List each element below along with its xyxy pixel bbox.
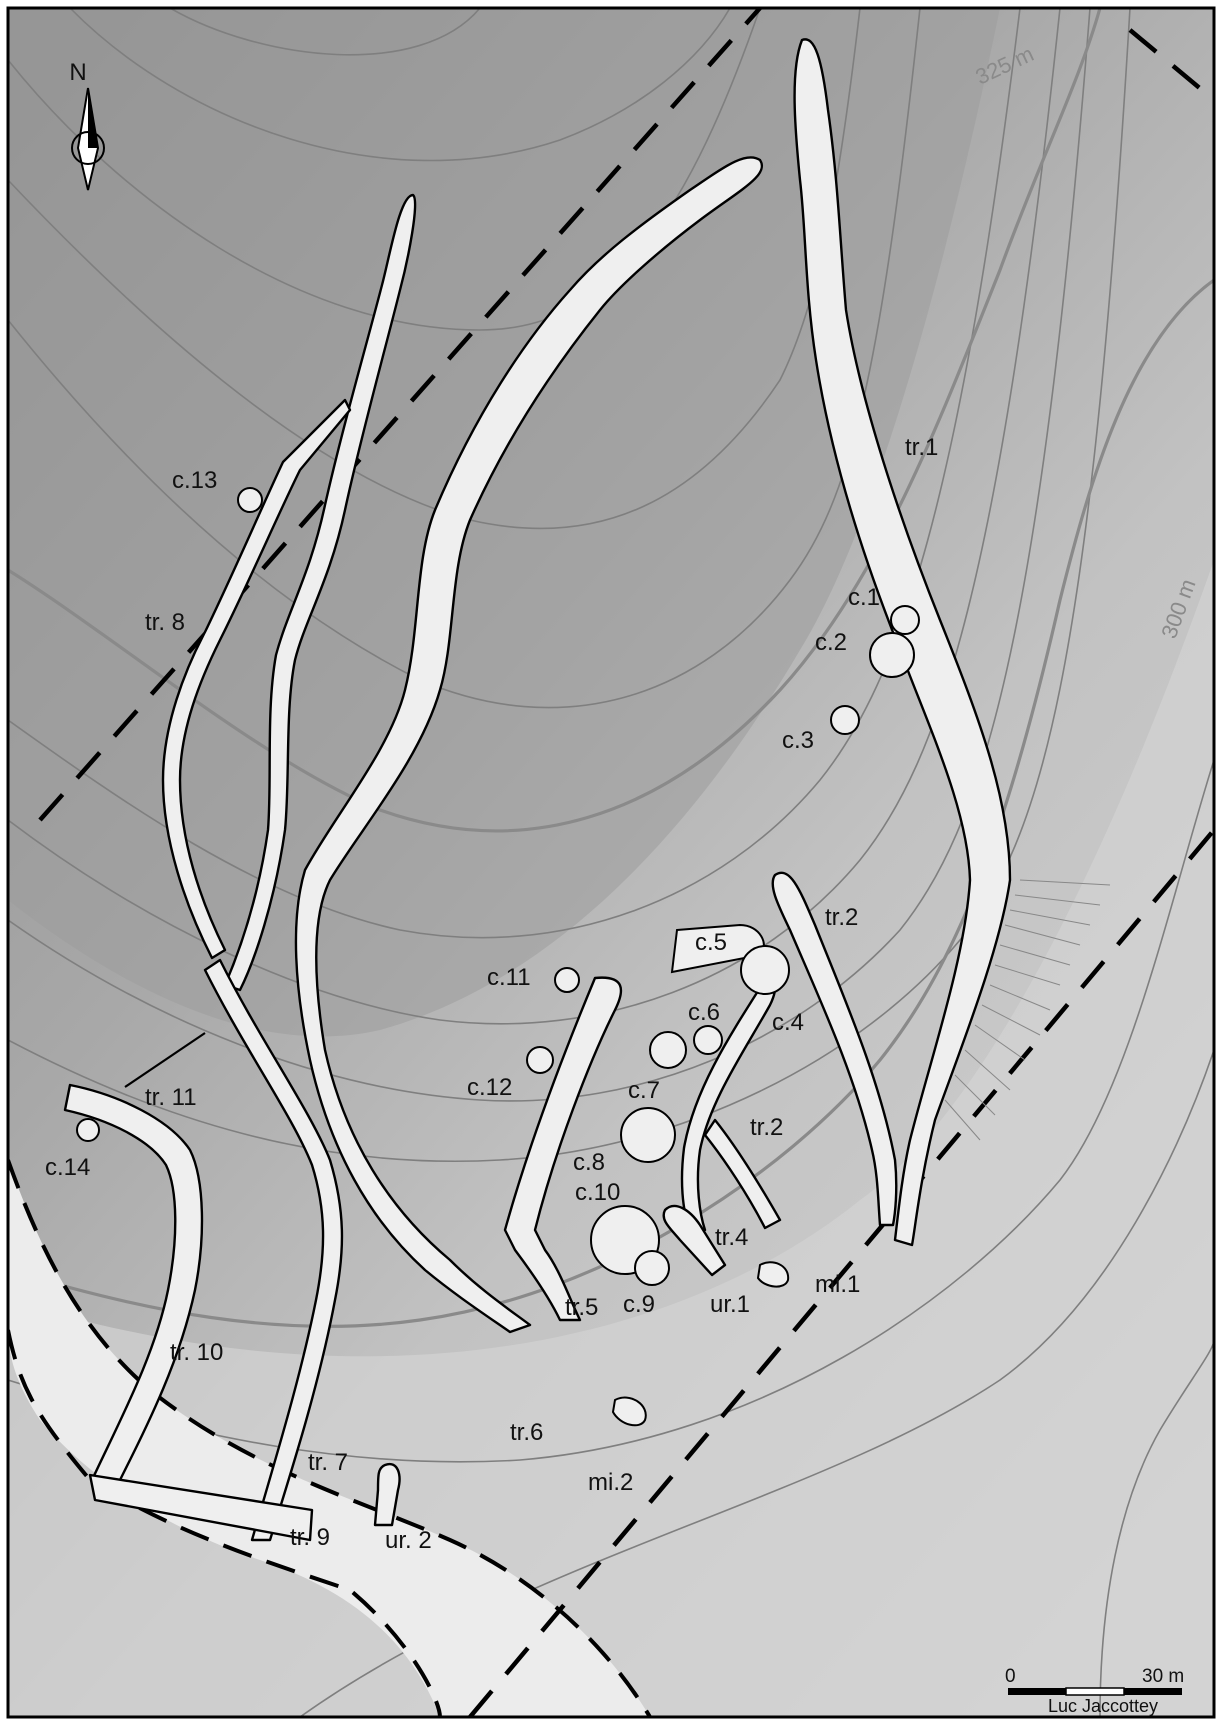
crater-c14 [76, 1118, 100, 1142]
label-tr2-lower: tr.2 [750, 1114, 783, 1141]
dashed-boundary-south [468, 828, 1214, 1717]
contour-300 [8, 278, 1214, 1328]
crater-c1 [890, 605, 920, 635]
lower-slope-shading [8, 560, 1214, 1717]
label-c2: c.2 [815, 629, 847, 656]
label-tr4: tr.4 [715, 1224, 748, 1251]
index-contours [8, 8, 1214, 1328]
crater-c9 [634, 1250, 670, 1286]
crater-c8 [620, 1107, 676, 1163]
road-edge-lower [8, 1329, 442, 1717]
scale-segment-3 [1124, 1688, 1182, 1695]
crater-c13 [237, 487, 263, 513]
road [8, 1160, 650, 1717]
mine-mi1 [756, 1261, 790, 1288]
label-tr8: tr. 8 [145, 609, 185, 636]
hill-shading [8, 8, 1000, 1037]
north-label: N [69, 59, 86, 86]
crater-c7 [649, 1031, 687, 1069]
map-border [6, 6, 1216, 1719]
scale-bar: 0 30 m Luc Jaccottey [1005, 1666, 1184, 1716]
label-tr1: tr.1 [905, 434, 938, 461]
trench-tr4 [703, 1118, 782, 1230]
label-tr2-upper: tr.2 [825, 904, 858, 931]
feature-ur2 [373, 1462, 401, 1527]
label-c10: c.10 [575, 1179, 620, 1206]
label-c13: c.13 [172, 467, 217, 494]
label-c11: c.11 [487, 964, 531, 991]
scale-end: 30 m [1142, 1666, 1184, 1687]
feature-ur1 [662, 1204, 727, 1277]
label-c6: c.6 [688, 999, 720, 1026]
label-tr9: tr. 9 [290, 1524, 330, 1551]
dashed-boundary-corner [1128, 28, 1214, 102]
feature-labels: tr.1 tr.2 tr.2 tr.4 tr.5 tr.6 tr. 7 tr. … [45, 434, 938, 1554]
crater-c2 [869, 632, 915, 678]
label-c4: c.4 [772, 1009, 804, 1036]
scale-start: 0 [1005, 1666, 1016, 1687]
label-tr10: tr. 10 [170, 1339, 223, 1366]
crater-c6 [693, 1025, 723, 1055]
crater-c4 [740, 945, 790, 995]
trench-tr7-lower [203, 958, 344, 1542]
label-c9: c.9 [623, 1291, 655, 1318]
label-tr5: tr.5 [565, 1294, 598, 1321]
craters [76, 487, 920, 1286]
north-arrow: N [69, 59, 105, 191]
label-c1: c.1 [848, 584, 880, 611]
label-c5: c.5 [695, 929, 727, 956]
label-c7: c.7 [628, 1077, 660, 1104]
north-arrow-ring [71, 131, 105, 165]
label-c3: c.3 [782, 727, 814, 754]
scale-segment-2 [1065, 1687, 1125, 1696]
label-ur2: ur. 2 [385, 1527, 432, 1554]
trench-tr2-upper [771, 871, 898, 1227]
label-tr6: tr.6 [510, 1419, 543, 1446]
scale-segment-1 [1008, 1688, 1066, 1695]
road-edge-upper [8, 1159, 652, 1717]
label-c8: c.8 [573, 1149, 605, 1176]
trench-tr11 [124, 1032, 206, 1088]
dashed-boundary-north [38, 8, 762, 822]
mine-mi2 [611, 1396, 647, 1427]
label-tr11: tr. 11 [145, 1084, 197, 1111]
slope-hatching [944, 879, 1111, 1141]
label-c12: c.12 [467, 1074, 512, 1101]
crater-c3 [830, 705, 860, 735]
label-c14: c.14 [45, 1154, 90, 1181]
mines [611, 1261, 790, 1427]
label-tr7: tr. 7 [308, 1449, 348, 1476]
crater-c11 [554, 967, 580, 993]
trench-tr9 [88, 1473, 314, 1542]
label-mi1: mi.1 [815, 1271, 860, 1298]
label-mi2: mi.2 [588, 1469, 633, 1496]
trench-tr5 [503, 976, 623, 1322]
trench-tr8 [161, 398, 352, 960]
trench-tr2-lower [680, 975, 777, 1232]
contour-325 [8, 8, 1102, 833]
map-credit: Luc Jaccottey [1048, 1696, 1158, 1716]
trench-tr6 [294, 156, 763, 1334]
crater-c12 [526, 1046, 554, 1074]
label-ur1: ur.1 [710, 1291, 750, 1318]
